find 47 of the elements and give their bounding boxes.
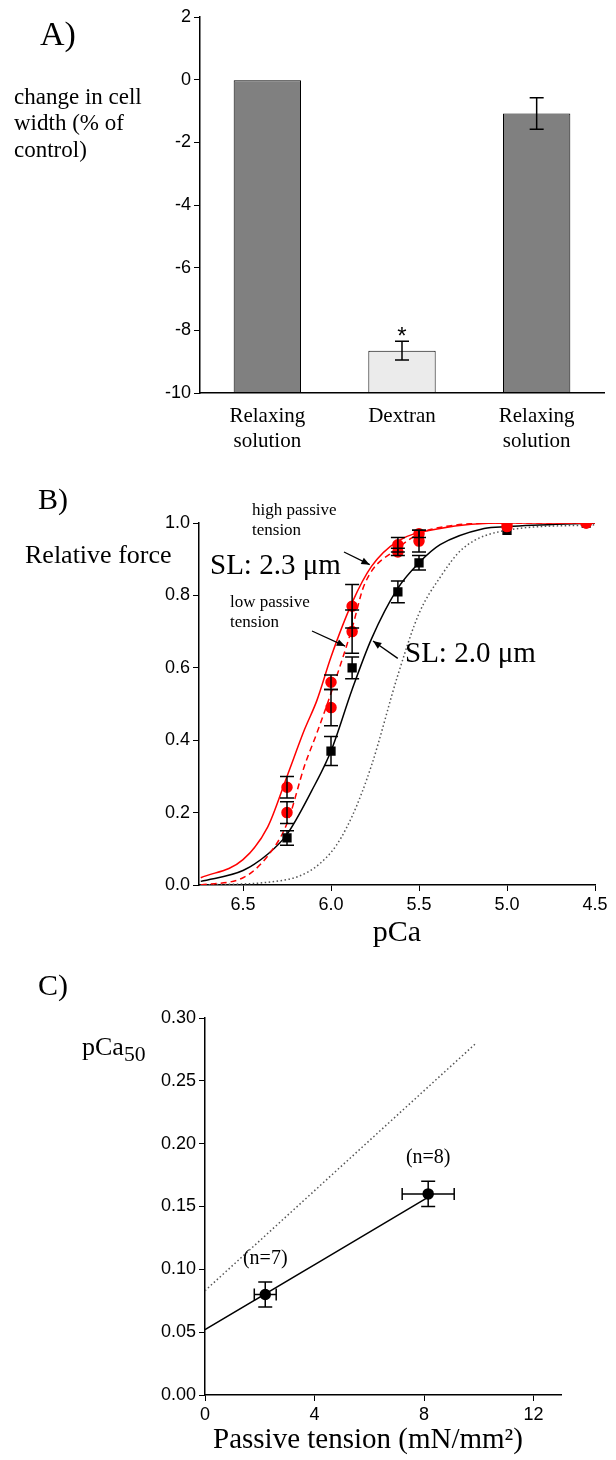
y-tick-label: -4 xyxy=(174,193,191,214)
y-axis-title: change in cell width (% of control) xyxy=(14,84,142,162)
x-tick-label: Relaxing solution xyxy=(498,403,576,453)
y-tick-label: -10 xyxy=(164,381,191,402)
x-tick-label: Relaxing solution xyxy=(229,403,306,453)
x-tick-label: 8 xyxy=(419,1403,430,1424)
annotation: low passive tension xyxy=(230,592,311,632)
y-tick-label: 0.05 xyxy=(160,1321,196,1342)
y-tick-label: 0.25 xyxy=(160,1069,196,1090)
annotation: high passive tension xyxy=(252,500,338,540)
y-tick-label: 0.2 xyxy=(164,801,190,822)
chart-title: A) xyxy=(40,14,76,54)
x-tick-label: 6.5 xyxy=(230,893,256,914)
y-tick-label: 0.30 xyxy=(160,1006,196,1027)
y-tick-label: -6 xyxy=(174,256,191,277)
x-tick-label: 4 xyxy=(309,1403,320,1424)
x-tick-label: 12 xyxy=(523,1403,544,1424)
x-tick-label: Dextran xyxy=(368,403,437,428)
y-tick-label: 0.20 xyxy=(160,1132,196,1153)
y-axis-title: pCa$_{50}$ xyxy=(82,1032,146,1068)
y-tick-label: 0.10 xyxy=(160,1258,196,1279)
annotation: SL: 2.0 μm xyxy=(405,636,536,670)
annotation: (n=7) xyxy=(242,1245,288,1269)
y-tick-label: 0.15 xyxy=(160,1195,196,1216)
y-tick-label: 2 xyxy=(180,5,191,26)
y-tick-label: 0 xyxy=(180,68,191,89)
y-tick-label: 0.4 xyxy=(164,729,190,750)
annotation: SL: 2.3 μm xyxy=(210,548,341,582)
chart-title: B) xyxy=(38,482,68,517)
y-tick-label: -2 xyxy=(174,131,191,152)
y-tick-label: 0.8 xyxy=(164,584,190,605)
y-tick-label: 0.00 xyxy=(160,1383,196,1404)
chart-title: C) xyxy=(38,968,68,1003)
y-tick-label: 0.0 xyxy=(164,873,190,894)
x-axis-title: Passive tension (mN/mm²) xyxy=(213,1422,523,1456)
x-tick-label: 5.0 xyxy=(494,893,520,914)
y-tick-label: 0.6 xyxy=(164,656,190,677)
annotation: (n=8) xyxy=(405,1145,451,1169)
x-axis-title: pCa xyxy=(372,914,422,949)
annotation: * xyxy=(397,321,407,349)
y-tick-label: -8 xyxy=(174,319,191,340)
x-tick-label: 0 xyxy=(199,1403,211,1424)
x-tick-label: 6.0 xyxy=(318,893,344,914)
x-tick-label: 4.5 xyxy=(582,893,608,914)
x-tick-label: 5.5 xyxy=(406,893,432,914)
y-tick-label: 1.0 xyxy=(164,511,190,532)
y-axis-title: Relative force xyxy=(25,540,172,570)
